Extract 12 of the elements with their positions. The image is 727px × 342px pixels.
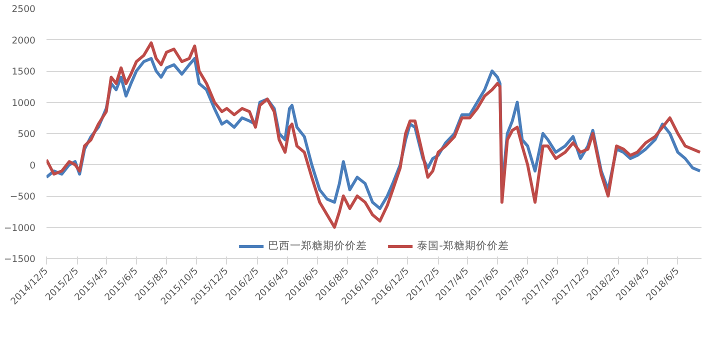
y-tick-label: −500	[10, 192, 36, 202]
y-tick-label: 0	[30, 160, 36, 172]
y-tick-label: −1500	[4, 254, 36, 265]
legend-label: 巴西一郑糖期价价差	[268, 239, 368, 253]
legend-label: 泰国-郑糖期价价差	[417, 239, 509, 253]
y-tick-label: 2000	[12, 35, 36, 46]
y-tick-label: −1000	[4, 222, 36, 234]
y-tick-label: 1500	[12, 66, 36, 78]
y-tick-label: 1000	[12, 98, 36, 109]
line-series	[46, 41, 702, 229]
y-tick-label: 500	[18, 129, 36, 140]
y-tick-label: 2500	[12, 4, 36, 15]
